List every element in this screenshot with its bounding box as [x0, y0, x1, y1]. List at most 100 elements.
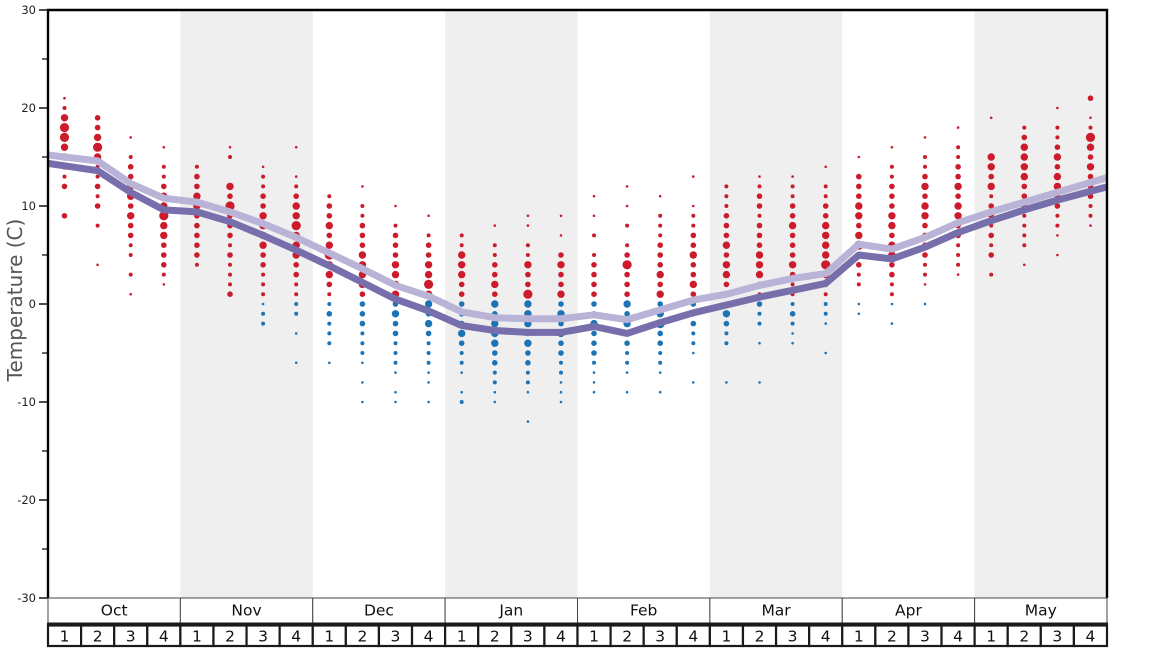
temp-dot: [823, 194, 828, 199]
temp-dot: [391, 310, 400, 318]
temp-dot: [525, 380, 530, 385]
temp-dot: [93, 142, 103, 152]
temp-dot: [558, 350, 564, 356]
temp-dot: [690, 320, 697, 327]
average-max-temperature-line: [47, 151, 1108, 324]
temp-dot: [360, 213, 365, 218]
temp-dot: [294, 361, 298, 365]
temp-dot: [987, 163, 995, 171]
temp-dot: [360, 341, 365, 346]
temp-dot: [228, 272, 232, 277]
temp-dot: [327, 331, 332, 336]
temp-dot: [394, 204, 397, 208]
month-cell: [47, 597, 181, 624]
temp-dot: [889, 183, 895, 190]
temp-dot: [425, 252, 432, 258]
temp-dot: [525, 370, 530, 375]
temp-dot: [492, 360, 498, 366]
temp-dot: [424, 300, 433, 308]
temp-dot: [923, 302, 927, 306]
temp-dot: [690, 242, 697, 248]
temp-dot: [889, 203, 895, 209]
temp-dot: [194, 262, 199, 267]
temp-dot: [427, 371, 430, 374]
temp-dot: [658, 351, 663, 355]
temp-dot: [954, 212, 962, 220]
month-label: Apr: [895, 602, 922, 620]
temp-dot: [724, 331, 729, 336]
temp-dot: [690, 291, 697, 298]
week-label: 3: [523, 628, 533, 646]
temp-dot: [822, 241, 830, 249]
temp-dot: [889, 174, 894, 179]
temp-dot: [294, 184, 299, 189]
temp-dot: [691, 331, 696, 336]
week-label: 3: [920, 628, 930, 646]
temp-dot: [625, 243, 630, 248]
month-label: Mar: [761, 602, 791, 620]
temp-dot: [823, 311, 828, 316]
week-label: 1: [324, 628, 334, 646]
temp-dot: [260, 252, 266, 258]
temp-dot: [689, 280, 697, 289]
y-axis: 30 20 10 0 -10 -20 -30: [17, 3, 48, 605]
month-label: Dec: [364, 602, 394, 620]
temp-dot: [523, 289, 533, 299]
month-cell: [312, 597, 446, 624]
temp-dot: [956, 126, 960, 129]
temp-dot: [1088, 204, 1093, 208]
temp-dot: [956, 253, 961, 257]
temp-dot: [790, 194, 795, 199]
temp-dot: [359, 242, 366, 248]
temp-dot: [1055, 213, 1060, 218]
temp-dot: [956, 145, 961, 150]
temp-dot: [194, 232, 200, 239]
temp-dot: [1053, 172, 1062, 181]
temp-dot: [1020, 143, 1028, 151]
temp-dot: [1056, 253, 1059, 257]
temp-dot: [592, 390, 596, 394]
temp-dot: [1054, 164, 1061, 170]
temp-dot: [94, 183, 101, 190]
temp-dot: [1053, 153, 1062, 161]
temp-dot: [591, 271, 597, 278]
temp-dot: [59, 132, 70, 142]
temp-dot: [61, 213, 68, 219]
temp-dot: [823, 184, 828, 189]
temp-dot: [261, 282, 266, 287]
temp-dot: [822, 251, 830, 259]
temp-dot: [558, 252, 564, 258]
temp-dot: [1020, 153, 1028, 161]
temp-dot: [62, 106, 67, 110]
temp-dot: [524, 300, 532, 308]
temp-dot: [954, 182, 962, 191]
temp-dot: [1087, 173, 1094, 180]
week-label: 3: [258, 628, 268, 646]
y-tick-label: -20: [17, 493, 36, 507]
temp-dot: [458, 270, 466, 279]
temp-dot: [987, 182, 995, 191]
temp-dot: [758, 381, 761, 384]
temp-dot: [890, 145, 894, 149]
temp-dot: [261, 321, 266, 326]
temp-dot: [1089, 224, 1092, 227]
temp-dot: [1085, 132, 1096, 142]
temp-dot: [557, 290, 565, 298]
month-label: Nov: [231, 602, 261, 620]
temp-dot: [989, 243, 994, 248]
temp-dot: [856, 272, 861, 277]
temp-dot: [756, 242, 763, 248]
temp-dot: [822, 213, 829, 219]
week-label: 2: [225, 628, 235, 646]
temp-dot: [824, 322, 827, 325]
week-label: 2: [622, 628, 632, 646]
temp-dot: [325, 241, 333, 249]
temp-dot: [128, 155, 133, 159]
temp-dot: [493, 390, 497, 394]
temp-dot: [427, 400, 430, 404]
month-row: Oct Nov Dec Jan Feb Mar Apr May: [47, 597, 1108, 626]
temp-dot: [757, 321, 762, 326]
temp-dot: [426, 341, 431, 346]
temp-dot: [491, 300, 499, 308]
temp-dot: [690, 271, 697, 278]
